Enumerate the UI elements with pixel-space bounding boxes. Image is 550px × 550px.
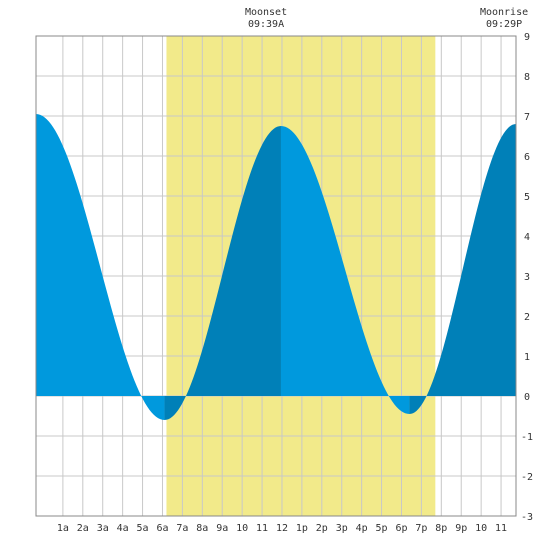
x-tick-label: 8a xyxy=(196,523,208,534)
annotation-title: Moonset xyxy=(245,7,287,18)
x-tick-label: 7a xyxy=(176,523,188,534)
x-tick-label: 2p xyxy=(316,523,328,534)
x-tick-label: 7p xyxy=(415,523,427,534)
annotation-title: Moonrise xyxy=(480,7,528,18)
x-tick-label: 11 xyxy=(495,523,507,534)
x-tick-label: 4p xyxy=(356,523,368,534)
y-tick-label: 5 xyxy=(524,192,530,203)
x-tick-label: 3p xyxy=(336,523,348,534)
x-tick-label: 6a xyxy=(156,523,168,534)
x-tick-label: 10 xyxy=(475,523,487,534)
x-tick-label: 1p xyxy=(296,523,308,534)
x-tick-label: 2a xyxy=(77,523,89,534)
x-tick-label: 4a xyxy=(117,523,129,534)
y-tick-label: 6 xyxy=(524,152,530,163)
x-tick-label: 1a xyxy=(57,523,69,534)
y-tick-label: 0 xyxy=(524,392,530,403)
tide-area-rising xyxy=(164,126,281,420)
y-tick-label: -1 xyxy=(521,432,533,443)
y-tick-label: -3 xyxy=(521,512,533,523)
x-tick-label: 11 xyxy=(256,523,268,534)
y-tick-label: 4 xyxy=(524,232,530,243)
annotation-time: 09:29P xyxy=(486,19,522,30)
plot-frame xyxy=(35,35,517,517)
y-tick-label: 2 xyxy=(524,312,530,323)
x-tick-label: 9a xyxy=(216,523,228,534)
x-tick-label: 12 xyxy=(276,523,288,534)
tide-area-falling xyxy=(36,114,165,420)
y-tick-label: 7 xyxy=(524,112,530,123)
y-tick-label: -2 xyxy=(521,472,533,483)
x-tick-label: 5a xyxy=(137,523,149,534)
tide-area-rising xyxy=(409,124,516,414)
y-tick-label: 9 xyxy=(524,32,530,43)
x-tick-label: 6p xyxy=(395,523,407,534)
x-tick-label: 10 xyxy=(236,523,248,534)
x-tick-label: 3a xyxy=(97,523,109,534)
y-tick-label: 8 xyxy=(524,72,530,83)
annotation-time: 09:39A xyxy=(248,19,284,30)
y-tick-label: 3 xyxy=(524,272,530,283)
y-tick-label: 1 xyxy=(524,352,530,363)
tide-area-falling xyxy=(280,126,410,414)
x-tick-label: 9p xyxy=(455,523,467,534)
x-tick-label: 8p xyxy=(435,523,447,534)
x-tick-label: 5p xyxy=(376,523,388,534)
